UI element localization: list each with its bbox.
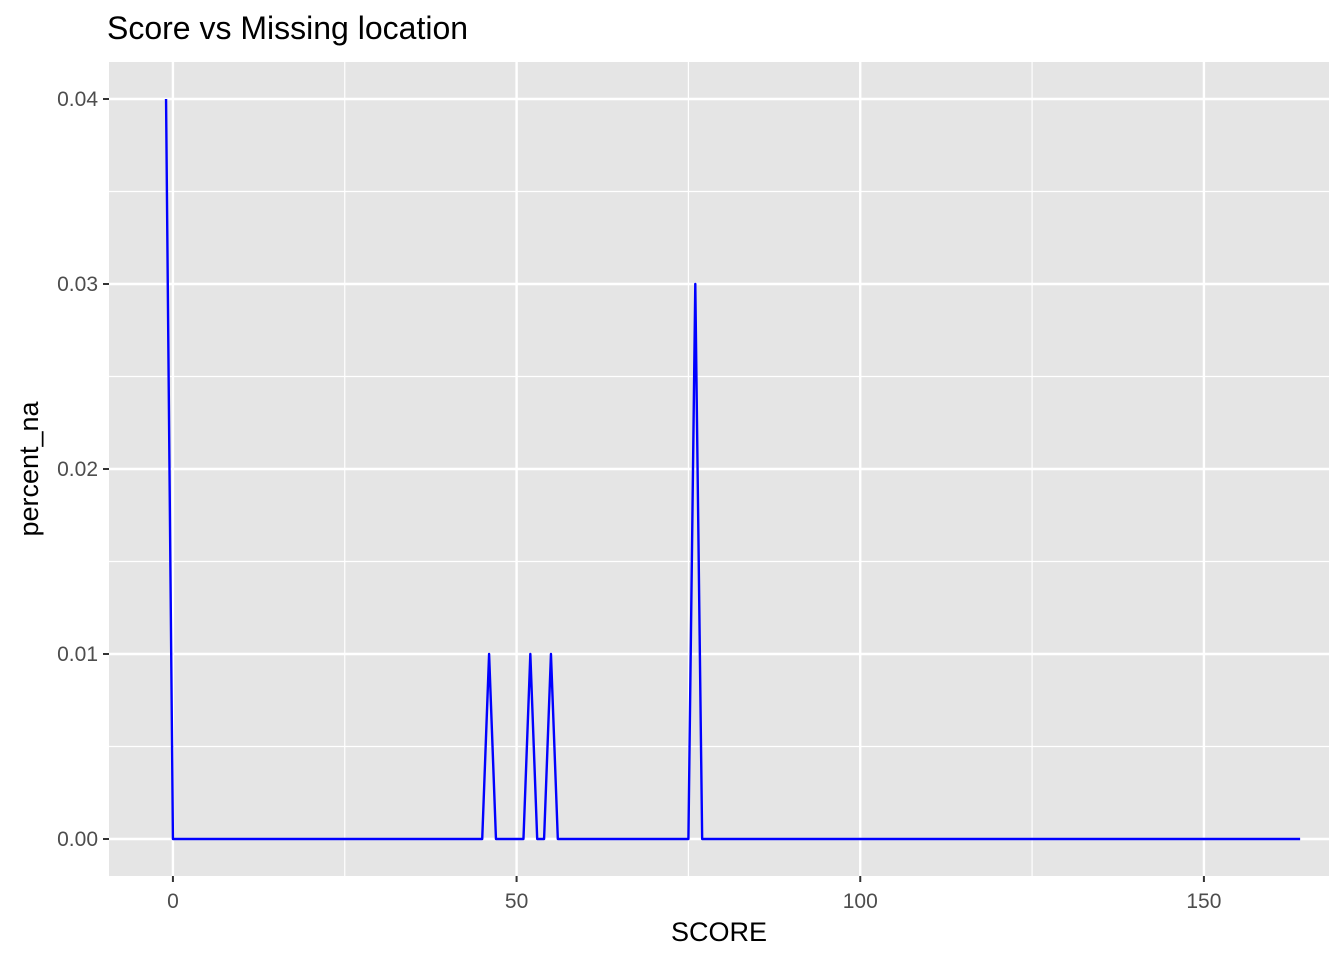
y-tick-label: 0.03 — [57, 273, 98, 296]
y-axis: 0.00 0.01 0.02 0.03 0.04 — [57, 88, 109, 851]
chart-title: Score vs Missing location — [107, 10, 468, 46]
x-tick-label: 50 — [505, 890, 528, 913]
y-tick-label: 0.00 — [57, 828, 98, 851]
y-tick-label: 0.01 — [57, 643, 98, 666]
x-tick-label: 0 — [167, 890, 179, 913]
x-axis: 0 50 100 150 — [167, 876, 1221, 913]
y-axis-title: percent_na — [14, 400, 44, 536]
series-layer — [164, 98, 1301, 841]
x-axis-title: SCORE — [671, 917, 767, 947]
x-tick-label: 100 — [843, 890, 878, 913]
y-tick-label: 0.04 — [57, 88, 98, 111]
major-gridlines — [109, 62, 1329, 876]
y-tick-label: 0.02 — [57, 458, 98, 481]
x-tick-label: 150 — [1186, 890, 1221, 913]
series-line — [164, 98, 1301, 841]
